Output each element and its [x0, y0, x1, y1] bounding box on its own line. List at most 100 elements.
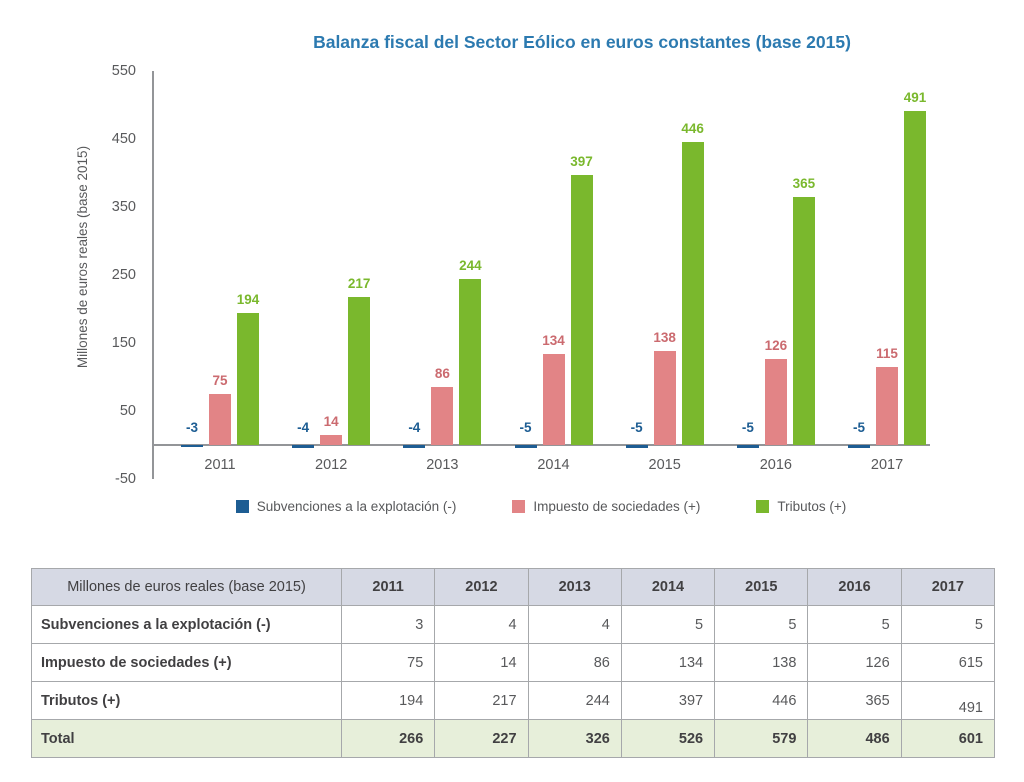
x-axis-year-label: 2017 [870, 457, 904, 473]
bar-value-label: 126 [764, 338, 788, 354]
y-tick-label: 350 [111, 199, 136, 215]
table-header-row: Millones de euros reales (base 2015) 2011… [31, 568, 996, 606]
total-value-cell: 326 [527, 719, 622, 758]
y-tick-label: 550 [111, 63, 136, 79]
bar-value-label: 75 [212, 373, 228, 388]
y-tick-label: 150 [111, 335, 136, 351]
value-cell: 4 [434, 605, 529, 644]
bar-group: -4 86 244 2013 [403, 71, 482, 479]
value-cell: 491 [900, 681, 996, 720]
legend-label: Subvenciones a la explotación (-) [256, 499, 457, 514]
bar-value-label: 86 [434, 365, 450, 381]
value-cell: 4 [527, 605, 622, 644]
bar-group: -4 14 217 2012 [292, 71, 370, 479]
y-tick-label: -50 [115, 471, 136, 487]
total-value-cell: 266 [340, 719, 436, 758]
bar-value-label: -4 [297, 420, 310, 435]
table-header-year: 2015 [714, 568, 809, 606]
table-row: Subvenciones a la explotación (-) 3 4 4 5 5 5 5 [31, 605, 996, 644]
bar [570, 175, 593, 445]
bar-value-label: 194 [236, 292, 260, 308]
legend-item: Tributos (+) [756, 499, 846, 514]
bar-value-label: -5 [519, 420, 532, 435]
bar [681, 141, 704, 445]
x-axis-baseline [152, 444, 930, 446]
value-cell: 5 [900, 605, 996, 644]
bar [209, 394, 231, 445]
y-tick-label: 250 [111, 267, 136, 283]
value-cell: 134 [620, 643, 716, 682]
bar [653, 351, 676, 445]
bar [904, 111, 927, 445]
table-header-year: 2013 [527, 568, 622, 606]
bar-value-label: 446 [681, 120, 704, 136]
table-header-year: 2011 [340, 568, 436, 606]
bar-value-label: 217 [347, 276, 371, 292]
bar-value-label: 115 [876, 345, 898, 361]
x-axis-year-label: 2016 [759, 457, 792, 473]
data-table: Millones de euros reales (base 2015) 2011… [31, 568, 996, 758]
bar-value-label: 138 [653, 330, 676, 346]
x-axis-year-label: 2014 [537, 457, 570, 473]
bar-value-label: -5 [853, 420, 866, 435]
bar [348, 297, 371, 445]
value-cell: 5 [807, 605, 902, 644]
bar [736, 445, 759, 449]
value-cell: 365 [807, 681, 902, 720]
bar [848, 445, 871, 449]
table-header-year: 2017 [900, 568, 996, 606]
bar [431, 386, 454, 445]
row-label-cell: Impuesto de sociedades (+) [31, 643, 342, 682]
bar-value-label: 397 [570, 154, 593, 170]
bar-group: -3 75 194 2011 [181, 71, 259, 479]
table-header-year: 2016 [807, 568, 902, 606]
value-cell: 3 [340, 605, 436, 644]
value-cell: 86 [527, 643, 622, 682]
y-axis-line [152, 71, 154, 479]
bar-value-label: 491 [903, 90, 927, 106]
total-label-cell: Total [31, 719, 342, 758]
value-cell: 5 [620, 605, 716, 644]
legend-label: Impuesto de sociedades (+) [533, 499, 701, 514]
row-label-cell: Tributos (+) [31, 681, 342, 720]
bar [320, 435, 343, 445]
legend-swatch [512, 500, 526, 513]
bar [792, 196, 815, 445]
bar-value-label: -4 [408, 420, 421, 435]
legend-swatch [235, 500, 249, 513]
legend-item: Impuesto de sociedades (+) [512, 499, 700, 514]
total-value-cell: 601 [900, 719, 996, 758]
bar [292, 445, 315, 448]
value-cell: 5 [714, 605, 809, 644]
table-row: Impuesto de sociedades (+) 75 14 86 134 138 12… [31, 643, 996, 682]
x-axis-year-label: 2011 [204, 457, 236, 473]
value-cell: 138 [714, 643, 809, 682]
x-axis-year-label: 2015 [648, 457, 681, 473]
x-axis-year-label: 2012 [315, 457, 348, 473]
y-tick-label: 50 [119, 403, 136, 419]
value-cell: 194 [340, 681, 436, 720]
bar-value-label: 365 [792, 175, 816, 191]
bar-value-label: 244 [459, 258, 482, 274]
total-value-cell: 227 [434, 719, 529, 758]
bar-value-label: -5 [630, 420, 643, 435]
bar [514, 445, 537, 449]
bar [403, 445, 426, 448]
legend-swatch [756, 500, 770, 513]
bar-group: -5 115 491 2017 [848, 71, 926, 479]
value-cell: 244 [527, 681, 622, 720]
table-row: Tributos (+) 194 217 244 397 446 365 491 [31, 681, 996, 720]
y-axis-label: Millones de euros reales (base 2015) [75, 145, 90, 369]
value-cell: 397 [620, 681, 716, 720]
chart-title: Balanza fiscal del Sector Eólico en euro… [313, 32, 851, 52]
bar [181, 445, 203, 448]
total-value-cell: 526 [620, 719, 716, 758]
y-tick-label: 450 [111, 131, 136, 147]
table-header-label: Millones de euros reales (base 2015) [31, 568, 342, 606]
bar-value-label: -5 [741, 420, 754, 435]
value-cell: 615 [900, 643, 996, 682]
total-value-cell: 486 [807, 719, 902, 758]
bar-value-label: 14 [323, 414, 339, 430]
value-cell: 126 [807, 643, 902, 682]
